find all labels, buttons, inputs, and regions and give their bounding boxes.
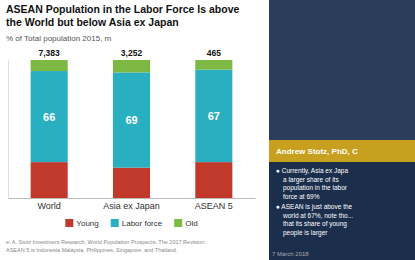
photo-area bbox=[269, 0, 415, 146]
side-panel bbox=[269, 0, 415, 260]
data-label: 67 bbox=[208, 110, 220, 122]
subtitle: % of Total population 2015, m bbox=[6, 34, 112, 43]
y-axis-line bbox=[8, 61, 9, 199]
bar bbox=[113, 60, 150, 72]
bar bbox=[113, 168, 150, 198]
bar bbox=[195, 70, 232, 162]
legend-label: Labor force bbox=[122, 219, 163, 228]
bar bbox=[31, 60, 68, 71]
title: ASEAN Population in the Labor Force Is a… bbox=[6, 3, 240, 15]
legend-label: Old bbox=[185, 219, 197, 228]
y-axis bbox=[8, 61, 9, 199]
x-axis-line bbox=[9, 198, 256, 199]
bullet-text: a larger share of its bbox=[283, 176, 339, 184]
legend-item: Old bbox=[174, 219, 197, 228]
x-tick-label: Asia ex Japan bbox=[103, 201, 160, 211]
data-label: 69 bbox=[125, 114, 137, 126]
bullet-text: that its share of young bbox=[283, 220, 347, 228]
background bbox=[0, 0, 415, 260]
bullet-text: ● Currently, Asia ex Japa bbox=[276, 167, 348, 175]
bullet-text: force at 69% bbox=[283, 193, 320, 200]
bar bbox=[31, 71, 68, 162]
total-label: 465 bbox=[207, 48, 221, 58]
bar bbox=[195, 60, 232, 70]
bullet-text: population in the labor bbox=[283, 184, 348, 192]
bars bbox=[31, 60, 233, 198]
name-bar bbox=[269, 140, 415, 162]
x-tick: World bbox=[37, 198, 60, 211]
totals: 7,383 3,252 465 bbox=[39, 48, 222, 58]
bar-series bbox=[31, 60, 233, 72]
legend: Young Labor force Old bbox=[65, 219, 197, 228]
bullet-text: people is larger bbox=[283, 229, 328, 237]
data-label: 66 bbox=[43, 111, 55, 123]
bullet-text: ● ASEAN is just above the bbox=[276, 203, 353, 211]
title: the World but below Asia ex Japan bbox=[6, 16, 179, 28]
x-tick-label: ASEAN 5 bbox=[195, 201, 233, 211]
chart: ASEAN Population in the Labor Force Is a… bbox=[0, 0, 415, 260]
bar bbox=[195, 162, 232, 198]
data-labels: 66 69 67 bbox=[43, 110, 220, 126]
total-label: 7,383 bbox=[39, 48, 61, 58]
x-tick: ASEAN 5 bbox=[195, 198, 233, 211]
total-label: 3,252 bbox=[121, 48, 143, 58]
date: 7 March 2018 bbox=[272, 251, 309, 257]
legend-item: Young bbox=[65, 219, 98, 228]
legend-swatch bbox=[65, 219, 73, 227]
name: Andrew Stotz, PhD, C bbox=[276, 147, 358, 156]
bar-series bbox=[31, 70, 233, 168]
legend-label: Young bbox=[76, 219, 98, 228]
legend-swatch bbox=[174, 219, 182, 227]
x-tick-label: World bbox=[37, 201, 60, 211]
source: e: A. Stotz Investment Research, World P… bbox=[6, 239, 206, 245]
legend-item: Labor force bbox=[111, 219, 163, 228]
legend-swatch bbox=[111, 219, 119, 227]
source: ASEAN 5 is Indonesia Malaysia, Philippin… bbox=[6, 247, 178, 253]
x-tick: Asia ex Japan bbox=[103, 198, 160, 211]
bullet-text: world at 67%, note tho... bbox=[282, 212, 353, 219]
bar bbox=[113, 72, 150, 167]
bar bbox=[31, 162, 68, 198]
x-axis: World Asia ex Japan ASEAN 5 bbox=[9, 198, 256, 211]
